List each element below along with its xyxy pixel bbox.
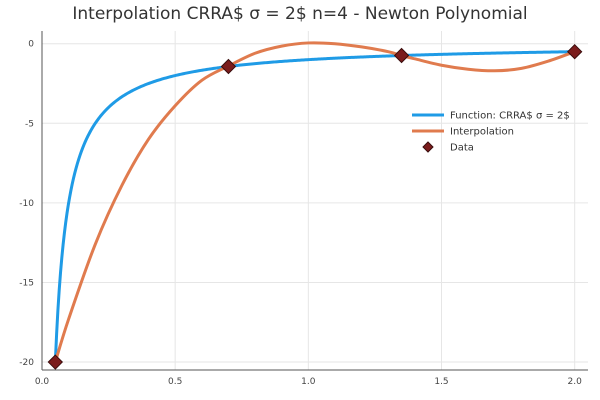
legend: Function: CRRA$ σ = 2$ Interpolation Data: [412, 111, 570, 154]
y-tick-label: 0: [28, 40, 34, 50]
series-layer: [47, 41, 583, 370]
x-tick-label: 2.0: [568, 377, 583, 387]
legend-label: Function: CRRA$ σ = 2$: [450, 111, 570, 122]
data-point: [47, 354, 64, 370]
y-tick-label: -10: [19, 199, 34, 209]
x-tick-label: 0.0: [35, 377, 50, 387]
x-tick-label: 0.5: [168, 377, 182, 387]
grid: [41, 31, 588, 370]
axes: 0.0 0.5 1.0 1.5 2.0 0 -5 -10 -15 -20: [19, 31, 588, 387]
data-point: [220, 58, 237, 75]
y-tick-label: -20: [19, 358, 34, 368]
data-point: [393, 47, 410, 64]
x-tick-label: 1.0: [301, 377, 316, 387]
legend-label: Data: [450, 143, 474, 154]
chart-title: Interpolation CRRA$ σ = 2$ n=4 - Newton …: [72, 4, 527, 24]
function-line: [53, 50, 575, 363]
y-tick-label: -15: [19, 278, 34, 288]
data-point: [566, 43, 583, 60]
y-tick-label: -5: [25, 119, 34, 129]
legend-label: Interpolation: [450, 127, 514, 138]
interpolation-line: [53, 41, 576, 363]
x-tick-label: 1.5: [434, 377, 448, 387]
legend-marker-data: [422, 141, 434, 153]
